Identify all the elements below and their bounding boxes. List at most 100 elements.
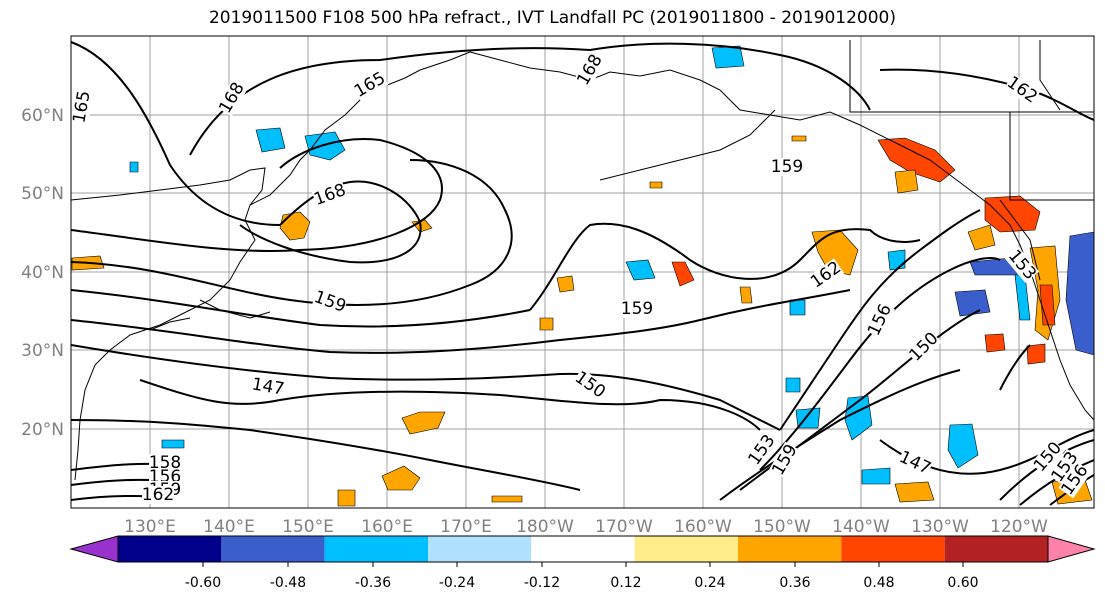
longitude-label: 140°W (832, 517, 890, 537)
anomaly-negative (255, 127, 286, 153)
contour-label-bg (865, 301, 895, 339)
colorbar-segment (841, 536, 945, 562)
anomaly-positive (401, 411, 446, 435)
contour-label-bg (1004, 246, 1040, 284)
latitude-label: 50°N (21, 184, 64, 204)
coastlines (71, 40, 1094, 481)
anomaly-positive (984, 333, 1006, 353)
contour-label-bg (906, 329, 942, 365)
contour-label-bg (896, 448, 934, 478)
colorbar-tick-label: -0.24 (439, 575, 475, 591)
colorbar-tick-label: 0.12 (610, 575, 641, 591)
contour-label-bg (311, 288, 349, 316)
colorbar-segment (634, 536, 738, 562)
longitude-label: 150°W (753, 517, 811, 537)
anomaly-negative (304, 131, 346, 161)
contour-label-bg (807, 258, 845, 292)
colorbar-segment (531, 536, 635, 562)
contour-label-bg (769, 441, 801, 479)
anomaly-positive (984, 195, 1041, 233)
longitude-label: 160°E (361, 517, 413, 537)
colorbar-segment (118, 536, 222, 562)
colorbar-extend-low (69, 535, 119, 563)
latitude-label: 60°N (21, 106, 64, 126)
contour-label-bg (149, 454, 181, 472)
latitude-label: 30°N (21, 341, 64, 361)
contour-label-bg (571, 368, 609, 402)
contour-label-bg (311, 181, 349, 209)
longitude-label: 120°W (990, 517, 1048, 537)
gridlines (71, 36, 1094, 508)
longitude-label: 160°W (674, 517, 732, 537)
anomaly-negative (625, 259, 656, 281)
contour-label-bg (142, 486, 174, 504)
anomaly-positive (539, 317, 554, 331)
anomaly-positive (739, 286, 753, 304)
anomaly-negative (129, 161, 139, 173)
contour-label-bg (351, 69, 389, 101)
longitude-label: 180°W (516, 517, 574, 537)
contour-label-bg (1003, 73, 1041, 107)
anomaly-positive (967, 224, 996, 251)
colorbar-segment (324, 536, 428, 562)
anomaly-positive (556, 275, 575, 293)
latitude-label: 20°N (21, 420, 64, 440)
shaded-anomalies (71, 45, 1094, 507)
anomaly-negative (954, 289, 991, 317)
colorbar-tick-label: -0.12 (524, 575, 560, 591)
colorbar-tick-label: 0.60 (947, 575, 978, 591)
anomaly-negative (861, 467, 891, 485)
colorbar-segment (738, 536, 842, 562)
contour-label-bg (621, 300, 653, 318)
contour-label-bg (1048, 448, 1082, 486)
colorbar-extend-high (1047, 535, 1096, 563)
latitude-labels: 60°N 50°N 40°N 30°N 20°N (21, 106, 64, 440)
height-contours (71, 41, 1094, 506)
anomaly-positive (649, 181, 663, 189)
longitude-label: 150°E (282, 517, 334, 537)
anomaly-negative (789, 299, 806, 316)
contour-label-bg (574, 51, 606, 89)
longitude-label: 130°W (911, 517, 969, 537)
contour-label-bg (745, 431, 779, 469)
colorbar-segment (221, 536, 325, 562)
anomaly-positive (894, 481, 935, 503)
colorbar-tick-label: 0.36 (779, 575, 810, 591)
anomaly-negative (785, 377, 801, 393)
map-frame (70, 35, 1095, 509)
contour-label: 159 (771, 157, 803, 177)
anomaly-negative (711, 45, 745, 69)
anomaly-negative (887, 249, 906, 271)
map-title: 2019011500 F108 500 hPa refract., IVT La… (208, 8, 896, 28)
anomaly-negative (161, 439, 185, 449)
anomaly-negative (947, 423, 979, 469)
colorbar-segment (428, 536, 532, 562)
colorbar-tick-label: -0.60 (185, 575, 221, 591)
anomaly-negative (1065, 231, 1094, 356)
anomaly-positive (894, 169, 919, 194)
contour-label: 165 (69, 89, 94, 124)
colorbar-tick-label: 0.24 (694, 575, 725, 591)
longitude-label: 140°E (203, 517, 255, 537)
colorbar-tick-label: -0.36 (355, 575, 391, 591)
anomaly-positive (791, 135, 807, 142)
anomaly-positive (877, 137, 956, 183)
longitude-label: 170°W (595, 517, 653, 537)
contour-label-bg (1058, 461, 1092, 499)
contour-label: 159 (621, 299, 653, 319)
anomaly-positive (491, 495, 523, 503)
anomaly-positive (337, 489, 356, 507)
anomaly-positive (381, 465, 421, 491)
contour-label: 162 (142, 485, 174, 505)
colorbar-segment (944, 536, 1048, 562)
contour-label-bg (216, 79, 248, 117)
anomaly-positive (671, 261, 695, 287)
longitude-label: 130°E (124, 517, 176, 537)
contour-label-bg (250, 375, 286, 399)
longitude-label: 170°E (440, 517, 492, 537)
latitude-label: 40°N (21, 263, 64, 283)
longitude-labels: 130°E 140°E 150°E 160°E 170°E 180°W 170°W 160°W… (124, 517, 1048, 537)
colorbar: -0.60 -0.48 -0.36 -0.24 -0.12 0.12 0.24 0.36 0.4… (69, 535, 1096, 591)
colorbar-frame (117, 535, 1049, 563)
